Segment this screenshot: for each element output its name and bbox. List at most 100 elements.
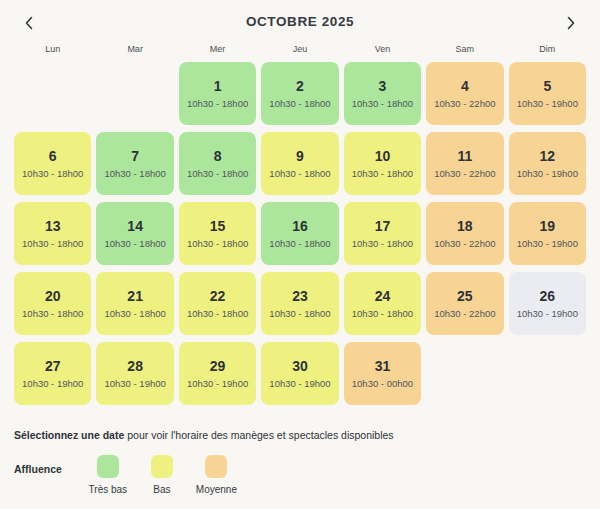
- day-number: 18: [457, 218, 473, 234]
- day-number: 13: [45, 218, 61, 234]
- day-hours: 10h30 - 18h00: [187, 308, 248, 319]
- weekday-jeu: Jeu: [261, 42, 338, 56]
- legend-items: Très bas Bas Moyenne: [88, 455, 237, 495]
- day-number: 30: [292, 358, 308, 374]
- day-number: 8: [214, 148, 222, 164]
- day-cell-25[interactable]: 25 10h30 - 22h00: [426, 272, 503, 335]
- day-cell-2[interactable]: 2 10h30 - 18h00: [261, 62, 338, 125]
- day-number: 14: [127, 218, 143, 234]
- day-number: 25: [457, 288, 473, 304]
- day-hours: 10h30 - 18h00: [22, 238, 83, 249]
- calendar-days-grid: 110h30 - 18h00 2 10h30 - 18h00 3 10h30 - 18h…: [14, 62, 586, 405]
- day-cell-18[interactable]: 18 10h30 - 22h00: [426, 202, 503, 265]
- day-number: 31: [375, 358, 391, 374]
- day-number: 2: [296, 78, 304, 94]
- day-hours: 10h30 - 18h00: [22, 168, 83, 179]
- day-number: 24: [375, 288, 391, 304]
- day-hours: 10h30 - 18h00: [269, 238, 330, 249]
- day-cell-20[interactable]: 20 10h30 - 18h00: [14, 272, 91, 335]
- day-number: 23: [292, 288, 308, 304]
- legend-swatch-bas: [151, 455, 173, 478]
- day-cell-15[interactable]: 1510h30 - 18h00: [179, 202, 256, 265]
- day-hours: 10h30 - 18h00: [187, 98, 248, 109]
- day-number: 10: [375, 148, 391, 164]
- day-hours: 10h30 - 18h00: [104, 238, 165, 249]
- day-hours: 10h30 - 22h00: [434, 308, 495, 319]
- day-cell-28[interactable]: 28 10h30 - 19h00: [96, 342, 173, 405]
- weekday-mer: Mer: [179, 42, 256, 56]
- day-hours: 10h30 - 18h00: [187, 168, 248, 179]
- weekday-header-row: LunMarMerJeuVenSamDim: [14, 42, 586, 56]
- day-hours: 10h30 - 22h00: [434, 98, 495, 109]
- day-cell-1[interactable]: 110h30 - 18h00: [179, 62, 256, 125]
- weekday-ven: Ven: [344, 42, 421, 56]
- day-hours: 10h30 - 18h00: [352, 98, 413, 109]
- day-hours: 10h30 - 18h00: [104, 168, 165, 179]
- weekday-dim: Dim: [509, 42, 586, 56]
- day-hours: 10h30 - 19h00: [104, 378, 165, 389]
- day-cell-10[interactable]: 10 10h30 - 18h00: [344, 132, 421, 195]
- day-hours: 10h30 - 18h00: [104, 308, 165, 319]
- day-cell-19[interactable]: 19 10h30 - 19h00: [509, 202, 586, 265]
- day-hours: 10h30 - 22h00: [434, 238, 495, 249]
- day-number: 19: [539, 218, 555, 234]
- day-cell-8[interactable]: 8 10h30 - 18h00: [179, 132, 256, 195]
- legend-item-moyenne: Moyenne: [196, 455, 237, 495]
- weekday-sam: Sam: [426, 42, 503, 56]
- day-hours: 10h30 - 19h00: [517, 238, 578, 249]
- day-cell-31[interactable]: 31 10h30 - 00h00: [344, 342, 421, 405]
- day-hours: 10h30 - 00h00: [352, 378, 413, 389]
- day-number: 9: [296, 148, 304, 164]
- chevron-left-icon: [24, 16, 34, 30]
- day-cell-14[interactable]: 14 10h30 - 18h00: [96, 202, 173, 265]
- day-hours: 10h30 - 18h00: [352, 168, 413, 179]
- legend-swatch-moyenne: [205, 455, 227, 478]
- day-number: 22: [210, 288, 226, 304]
- selection-hint-rest: pour voir l'horaire des manèges et spect…: [124, 429, 393, 441]
- legend-swatch-tres_bas: [97, 455, 119, 478]
- day-number: 4: [461, 78, 469, 94]
- day-number: 3: [379, 78, 387, 94]
- day-cell-26[interactable]: 2610h30 - 19h00: [509, 272, 586, 335]
- day-cell-13[interactable]: 13 10h30 - 18h00: [14, 202, 91, 265]
- legend-item-bas: Bas: [142, 455, 182, 495]
- day-cell-9[interactable]: 910h30 - 18h00: [261, 132, 338, 195]
- day-hours: 10h30 - 18h00: [352, 308, 413, 319]
- day-number: 20: [45, 288, 61, 304]
- day-cell-5[interactable]: 510h30 - 19h00: [509, 62, 586, 125]
- day-cell-24[interactable]: 24 10h30 - 18h00: [344, 272, 421, 335]
- day-cell-17[interactable]: 1710h30 - 18h00: [344, 202, 421, 265]
- calendar-header: OCTOBRE 2025: [0, 0, 600, 36]
- day-cell-7[interactable]: 7 10h30 - 18h00: [96, 132, 173, 195]
- legend-label: Très bas: [89, 484, 128, 495]
- day-cell-29[interactable]: 2910h30 - 19h00: [179, 342, 256, 405]
- day-hours: 10h30 - 19h00: [22, 378, 83, 389]
- legend-title: Affluence: [14, 463, 62, 475]
- day-cell-6[interactable]: 6 10h30 - 18h00: [14, 132, 91, 195]
- selection-hint: Sélectionnez une date pour voir l'horair…: [14, 429, 586, 441]
- legend-item-tres_bas: Très bas: [88, 455, 128, 495]
- day-cell-12[interactable]: 1210h30 - 19h00: [509, 132, 586, 195]
- day-cell-11[interactable]: 1110h30 - 22h00: [426, 132, 503, 195]
- day-number: 17: [375, 218, 391, 234]
- day-number: 6: [49, 148, 57, 164]
- day-cell-16[interactable]: 1610h30 - 18h00: [261, 202, 338, 265]
- day-hours: 10h30 - 18h00: [22, 308, 83, 319]
- previous-month-button[interactable]: [18, 12, 40, 34]
- next-month-button[interactable]: [560, 12, 582, 34]
- day-cell-30[interactable]: 3010h30 - 19h00: [261, 342, 338, 405]
- day-number: 7: [131, 148, 139, 164]
- month-title: OCTOBRE 2025: [0, 14, 600, 29]
- day-cell-27[interactable]: 2710h30 - 19h00: [14, 342, 91, 405]
- day-cell-3[interactable]: 3 10h30 - 18h00: [344, 62, 421, 125]
- day-number: 12: [539, 148, 555, 164]
- day-cell-23[interactable]: 2310h30 - 18h00: [261, 272, 338, 335]
- day-number: 15: [210, 218, 226, 234]
- day-cell-22[interactable]: 22 10h30 - 18h00: [179, 272, 256, 335]
- day-cell-21[interactable]: 2110h30 - 18h00: [96, 272, 173, 335]
- day-hours: 10h30 - 19h00: [517, 98, 578, 109]
- selection-hint-bold: Sélectionnez une date: [14, 429, 124, 441]
- day-number: 28: [127, 358, 143, 374]
- day-hours: 10h30 - 18h00: [269, 98, 330, 109]
- day-cell-4[interactable]: 4 10h30 - 22h00: [426, 62, 503, 125]
